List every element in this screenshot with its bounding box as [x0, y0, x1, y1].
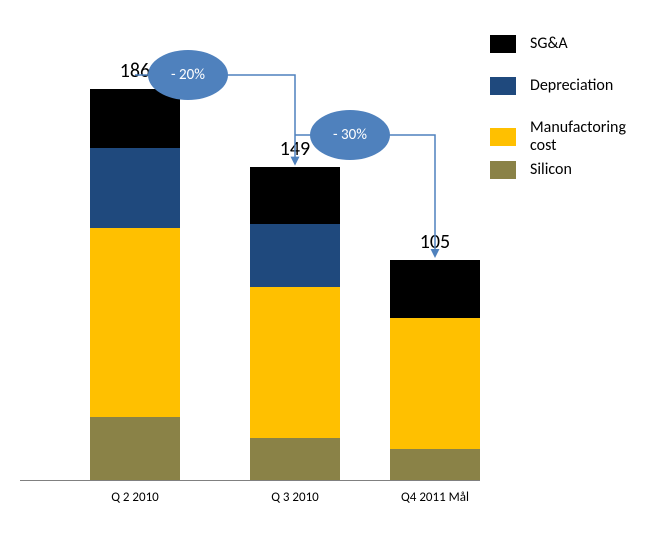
- change-badge-1: - 30%: [310, 110, 390, 160]
- x-label-2: Q4 2011 Mål: [375, 490, 495, 505]
- seg-silicon: [90, 417, 180, 480]
- seg-manufacturing: [250, 287, 340, 438]
- seg-manufacturing: [90, 228, 180, 417]
- legend-item-depreciation: Depreciation: [490, 77, 660, 95]
- seg-depreciation: [250, 224, 340, 287]
- bar-total-2: 105: [390, 230, 480, 254]
- x-label-0: Q 2 2010: [75, 490, 195, 505]
- legend-label-sga: SG&A: [530, 35, 568, 53]
- legend-swatch-depreciation: [490, 77, 516, 95]
- seg-depreciation: [90, 148, 180, 228]
- legend: SG&A Depreciation Manufactoring cost Silico…: [490, 35, 659, 255]
- legend-item-silicon: Silicon: [490, 161, 660, 179]
- bar-2: [390, 260, 480, 481]
- legend-swatch-silicon: [490, 161, 516, 179]
- legend-item-sga: SG&A: [490, 35, 660, 53]
- bar-0: [90, 89, 180, 480]
- bar-1: [250, 167, 340, 480]
- legend-label-silicon: Silicon: [530, 161, 572, 179]
- legend-label-manufacturing: Manufactoring cost: [530, 119, 650, 156]
- x-label-1: Q 3 2010: [235, 490, 355, 505]
- legend-item-manufacturing: Manufactoring cost: [490, 119, 660, 156]
- legend-swatch-sga: [490, 35, 516, 53]
- seg-sga: [250, 167, 340, 224]
- legend-label-depreciation: Depreciation: [530, 77, 613, 95]
- seg-silicon: [250, 438, 340, 480]
- seg-silicon: [390, 449, 480, 481]
- seg-manufacturing: [390, 318, 480, 448]
- seg-sga: [390, 260, 480, 319]
- legend-swatch-manufacturing: [490, 128, 516, 146]
- change-badge-0: - 20%: [148, 50, 228, 100]
- stacked-bar-chart: 186Q 2 2010149Q 3 2010105Q4 2011 Mål- 20…: [0, 0, 669, 549]
- x-axis: [20, 480, 480, 481]
- seg-sga: [90, 89, 180, 148]
